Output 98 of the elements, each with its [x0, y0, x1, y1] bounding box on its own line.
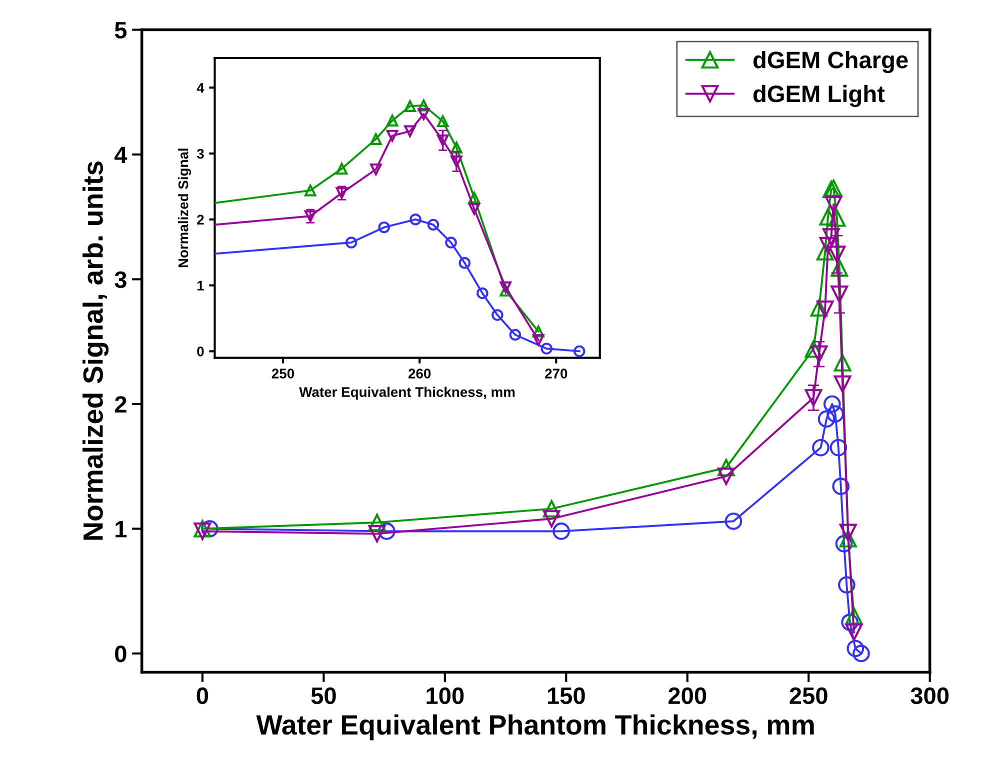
point — [812, 438, 830, 456]
y-tick-label: 4 — [114, 146, 128, 164]
point — [552, 522, 570, 540]
point — [368, 525, 386, 542]
point — [819, 208, 837, 226]
point — [810, 299, 828, 317]
point — [839, 524, 857, 542]
y-tick-label: 0 — [197, 346, 204, 356]
point — [717, 468, 735, 486]
y-tick-label: 1 — [197, 280, 204, 290]
x-tick-label: 150 — [548, 687, 585, 704]
y-tick-label: 1 — [116, 521, 127, 538]
point — [404, 125, 416, 138]
point — [540, 342, 553, 355]
point — [468, 203, 480, 215]
point — [839, 530, 857, 548]
point — [410, 214, 422, 226]
y-tick-label: 5 — [114, 22, 127, 39]
point — [852, 644, 870, 662]
point — [336, 162, 348, 175]
y-tick-label: 2 — [197, 214, 204, 224]
y-tick-label: 2 — [114, 396, 126, 413]
x-tick-label: 200 — [668, 687, 706, 704]
x-tick-label: 250 — [272, 368, 294, 378]
point — [845, 607, 863, 625]
x-tick-label: 300 — [910, 687, 949, 704]
point — [816, 300, 834, 318]
point — [810, 345, 828, 363]
legend-label: dGEM Light — [753, 84, 885, 108]
point — [724, 512, 742, 530]
point — [476, 287, 488, 300]
point — [418, 108, 430, 120]
point — [492, 309, 504, 321]
point — [830, 438, 848, 456]
point — [532, 334, 544, 346]
point — [304, 184, 316, 196]
point — [830, 286, 848, 303]
point — [345, 236, 358, 248]
point — [468, 192, 480, 204]
y-tick-label: 3 — [114, 271, 126, 288]
point — [804, 389, 822, 406]
point — [404, 100, 416, 112]
y-tick-label: 0 — [115, 646, 126, 662]
point — [378, 221, 390, 234]
point — [509, 328, 522, 341]
point — [838, 576, 856, 594]
point — [822, 228, 840, 246]
point — [816, 243, 834, 260]
point — [201, 520, 218, 538]
point — [818, 410, 836, 428]
point — [378, 522, 396, 540]
point — [368, 514, 386, 532]
point — [450, 156, 462, 168]
y-tick-label: 4 — [196, 83, 204, 93]
point — [386, 130, 398, 142]
point — [436, 134, 449, 146]
point — [846, 640, 864, 658]
x-tick-label: 250 — [790, 687, 828, 704]
x-axis-title: Water Equivalent Thickness, mm — [299, 386, 515, 400]
x-tick-label: 270 — [545, 368, 568, 378]
point — [532, 326, 544, 338]
x-tick-label: 260 — [408, 368, 431, 378]
point — [427, 218, 440, 231]
point — [717, 458, 735, 476]
point — [370, 133, 382, 145]
point — [370, 163, 382, 176]
point — [823, 395, 841, 413]
point — [436, 115, 449, 128]
point — [832, 478, 850, 496]
point — [542, 500, 560, 518]
x-tick-label: 100 — [426, 687, 464, 704]
y-axis-title: Normalized Signal — [178, 148, 192, 268]
point — [834, 375, 852, 393]
y-axis-title: Normalized Signal, arb. units — [82, 161, 109, 540]
point — [819, 236, 837, 254]
y-tick-label: 3 — [196, 148, 204, 159]
point — [830, 259, 848, 277]
point — [445, 236, 457, 248]
point — [386, 114, 398, 126]
point — [828, 246, 846, 263]
point — [450, 142, 462, 154]
point — [824, 196, 842, 214]
point — [418, 100, 430, 112]
point — [573, 345, 586, 358]
legend-label: dGEM Charge — [753, 51, 908, 74]
point — [841, 614, 859, 631]
x-tick-label: 50 — [311, 687, 336, 704]
point — [845, 624, 863, 641]
point — [542, 510, 560, 528]
point — [804, 340, 822, 358]
point — [834, 354, 852, 372]
point — [500, 284, 512, 297]
x-axis-title: Water Equivalent Phantom Thickness, mm — [256, 714, 814, 740]
point — [835, 535, 853, 552]
point — [826, 405, 844, 423]
point — [500, 281, 512, 294]
point — [828, 209, 846, 227]
point — [458, 257, 471, 269]
